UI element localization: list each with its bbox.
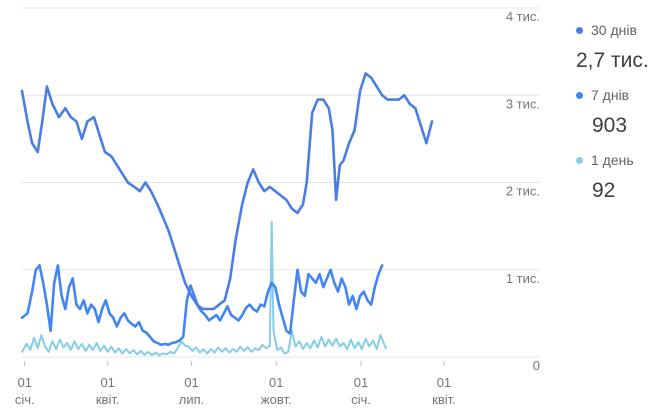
x-tick-month-label: січ. <box>351 392 371 407</box>
series-dot-1-day-icon <box>576 156 583 164</box>
y-tick-label: 3 тис. <box>506 96 540 111</box>
series-line-7-days <box>20 264 384 347</box>
y-tick-label: 0 <box>533 358 540 373</box>
x-tick-day-label: 01 <box>354 375 368 390</box>
legend-label-1-day: 1 день <box>591 152 634 168</box>
legend-value-30-days: 2,7 тис. <box>576 49 649 72</box>
legend-value-1-day: 92 <box>592 179 616 202</box>
legend-item-1-day: 1 день 92 <box>576 148 664 213</box>
x-tick-day-label: 01 <box>100 375 114 390</box>
x-tick-day-label: 01 <box>184 375 198 390</box>
x-tick-month-label: квіт. <box>432 392 456 407</box>
x-tick-month-label: лип. <box>179 392 205 407</box>
x-tick-day-label: 01 <box>269 375 283 390</box>
x-tick-month-label: квіт. <box>96 392 120 407</box>
legend-item-7-days: 7 днів 903 <box>576 83 664 148</box>
y-tick-label: 4 тис. <box>506 9 540 24</box>
x-tick-day-label: 01 <box>18 375 32 390</box>
legend-label-30-days: 30 днів <box>591 22 637 38</box>
legend-label-7-days: 7 днів <box>591 87 630 103</box>
legend: 30 днів 2,7 тис. 7 днів 903 1 день 92 <box>576 18 664 213</box>
x-axis-ticks: 01 січ. 01 квіт. 01 лип. 01 жовт. 01 січ. 01 квіт. <box>15 361 456 407</box>
y-tick-label: 1 тис. <box>506 271 540 286</box>
y-axis-ticks: 0 1 тис. 2 тис. 3 тис. 4 тис. <box>506 9 540 373</box>
y-tick-label: 2 тис. <box>506 184 540 199</box>
series-line-30-days <box>20 72 434 311</box>
series-dot-7-days-icon <box>576 91 583 99</box>
legend-value-7-days: 903 <box>592 114 628 137</box>
x-tick-month-label: січ. <box>15 392 35 407</box>
x-tick-day-label: 01 <box>437 375 451 390</box>
gridlines <box>22 7 540 358</box>
series-line-1-day <box>21 220 387 357</box>
series-dot-30-days-icon <box>576 26 583 34</box>
series-lines <box>20 72 434 357</box>
x-tick-month-label: жовт. <box>261 392 292 407</box>
legend-item-30-days: 30 днів 2,7 тис. <box>576 18 664 83</box>
